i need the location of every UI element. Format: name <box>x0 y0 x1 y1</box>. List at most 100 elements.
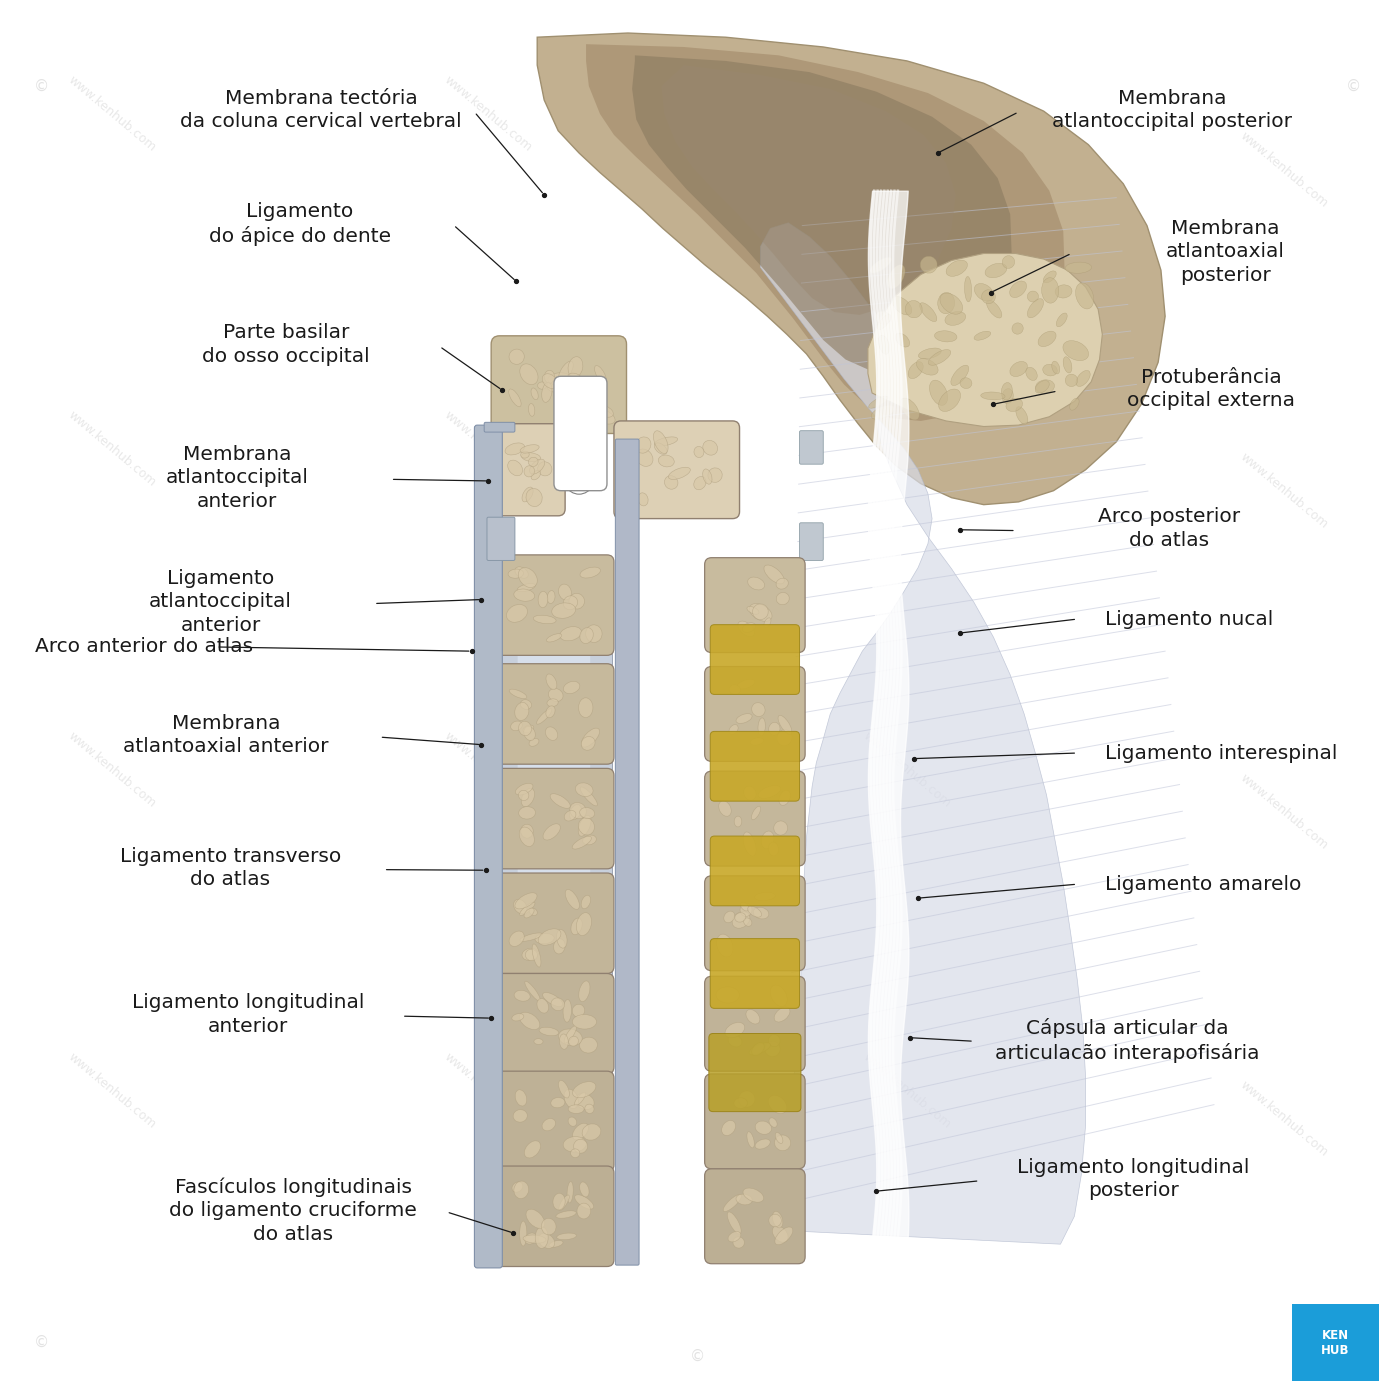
Ellipse shape <box>738 679 755 689</box>
FancyBboxPatch shape <box>799 522 823 560</box>
Ellipse shape <box>871 405 895 419</box>
Ellipse shape <box>524 727 535 741</box>
FancyBboxPatch shape <box>491 336 627 434</box>
Ellipse shape <box>728 1212 741 1233</box>
Ellipse shape <box>930 381 948 406</box>
Ellipse shape <box>546 673 557 690</box>
Ellipse shape <box>729 725 738 735</box>
Ellipse shape <box>574 1194 594 1210</box>
Ellipse shape <box>769 841 778 855</box>
Ellipse shape <box>510 931 524 946</box>
Polygon shape <box>587 45 1064 421</box>
Ellipse shape <box>974 284 994 301</box>
FancyBboxPatch shape <box>497 846 613 896</box>
Text: Membrana tectória
da coluna cervical vertebral: Membrana tectória da coluna cervical ver… <box>181 88 462 132</box>
Ellipse shape <box>1057 314 1067 326</box>
Polygon shape <box>661 66 956 315</box>
Ellipse shape <box>769 1095 787 1113</box>
Ellipse shape <box>1028 291 1039 302</box>
Ellipse shape <box>774 1135 791 1151</box>
FancyBboxPatch shape <box>496 664 615 764</box>
Ellipse shape <box>550 1098 564 1107</box>
Ellipse shape <box>533 615 556 623</box>
Text: Membrana
atlantoaxial anterior: Membrana atlantoaxial anterior <box>123 714 329 756</box>
Ellipse shape <box>585 1105 594 1113</box>
Ellipse shape <box>769 1035 780 1047</box>
Ellipse shape <box>753 907 769 918</box>
Polygon shape <box>538 34 1165 504</box>
Ellipse shape <box>564 1026 577 1043</box>
FancyBboxPatch shape <box>615 421 739 518</box>
Ellipse shape <box>717 934 734 958</box>
Ellipse shape <box>668 468 690 479</box>
FancyBboxPatch shape <box>487 517 515 560</box>
Text: www.kenhub.com: www.kenhub.com <box>442 729 535 811</box>
Ellipse shape <box>547 699 559 707</box>
Ellipse shape <box>557 1233 577 1240</box>
Ellipse shape <box>1001 382 1012 400</box>
Ellipse shape <box>738 622 755 637</box>
Ellipse shape <box>776 578 788 589</box>
Ellipse shape <box>896 333 910 347</box>
Ellipse shape <box>960 378 972 389</box>
Text: www.kenhub.com: www.kenhub.com <box>66 409 158 489</box>
Text: Ligamento longitudinal
posterior: Ligamento longitudinal posterior <box>1016 1158 1249 1200</box>
Ellipse shape <box>1002 256 1015 269</box>
Ellipse shape <box>578 697 594 718</box>
Text: Arco posterior
do atlas: Arco posterior do atlas <box>1098 507 1240 550</box>
Ellipse shape <box>1035 381 1049 393</box>
Polygon shape <box>868 253 1102 427</box>
Text: Ligamento interespinal: Ligamento interespinal <box>1105 743 1337 763</box>
Ellipse shape <box>748 606 759 615</box>
Ellipse shape <box>878 315 890 329</box>
Ellipse shape <box>532 944 540 967</box>
Ellipse shape <box>581 895 591 909</box>
Ellipse shape <box>757 718 766 736</box>
Ellipse shape <box>566 889 580 910</box>
Ellipse shape <box>524 725 533 732</box>
Ellipse shape <box>519 932 542 941</box>
Text: Membrana
atlantoccipital
anterior: Membrana atlantoccipital anterior <box>165 445 308 511</box>
Ellipse shape <box>1009 361 1028 377</box>
Ellipse shape <box>510 689 526 699</box>
Ellipse shape <box>875 311 890 325</box>
Ellipse shape <box>517 584 535 592</box>
Ellipse shape <box>752 703 764 717</box>
Ellipse shape <box>734 816 742 827</box>
FancyBboxPatch shape <box>710 731 799 801</box>
Ellipse shape <box>538 382 546 389</box>
Ellipse shape <box>505 442 525 455</box>
Ellipse shape <box>570 802 587 819</box>
Text: Protuberância
occipital externa: Protuberância occipital externa <box>1127 368 1295 410</box>
Ellipse shape <box>1026 367 1037 381</box>
Ellipse shape <box>1051 361 1060 374</box>
Ellipse shape <box>578 981 589 1001</box>
Ellipse shape <box>508 568 524 578</box>
Ellipse shape <box>519 827 535 847</box>
Ellipse shape <box>778 790 791 805</box>
Ellipse shape <box>752 1043 764 1056</box>
Ellipse shape <box>524 1235 546 1243</box>
FancyBboxPatch shape <box>710 624 799 694</box>
Text: www.kenhub.com: www.kenhub.com <box>66 74 158 154</box>
Ellipse shape <box>708 468 722 483</box>
Text: www.kenhub.com: www.kenhub.com <box>442 74 535 154</box>
Ellipse shape <box>728 1035 742 1047</box>
Ellipse shape <box>906 301 923 318</box>
Ellipse shape <box>654 431 668 454</box>
Ellipse shape <box>529 738 539 746</box>
Ellipse shape <box>536 708 552 724</box>
Ellipse shape <box>535 1226 549 1249</box>
Ellipse shape <box>595 365 606 384</box>
Ellipse shape <box>529 459 545 475</box>
Ellipse shape <box>542 1218 556 1235</box>
Text: Parte basilar
do osso occipital: Parte basilar do osso occipital <box>202 323 370 365</box>
Ellipse shape <box>515 1089 526 1106</box>
Ellipse shape <box>546 727 557 741</box>
Ellipse shape <box>521 788 535 806</box>
Ellipse shape <box>732 911 750 928</box>
Ellipse shape <box>519 364 538 385</box>
FancyBboxPatch shape <box>497 1144 613 1194</box>
Ellipse shape <box>522 487 533 501</box>
FancyBboxPatch shape <box>710 938 799 1008</box>
